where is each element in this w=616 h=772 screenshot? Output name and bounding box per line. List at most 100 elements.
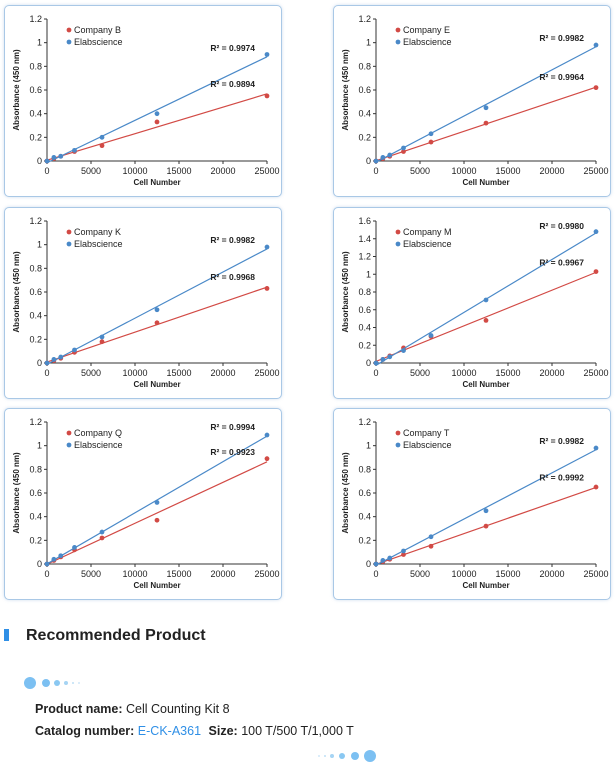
- chart-panel-company-m: 0 0.2 0.4 0.6 0.8 1 1.2 1.4 1.6 0 5000 10000 15000 20…: [333, 207, 611, 399]
- y-tick-label: 0.6: [358, 85, 371, 95]
- r-squared-competitor: R² = 0.9964: [539, 72, 584, 82]
- y-tick-label: 0: [366, 559, 371, 569]
- catalog-number-label: Catalog number:: [35, 724, 135, 738]
- section-accent-bar: [4, 629, 9, 641]
- r-squared-elabscience: R² = 0.9974: [210, 43, 255, 53]
- catalog-number-link[interactable]: E-CK-A361: [137, 724, 202, 738]
- y-tick-label: 1: [37, 240, 42, 250]
- y-tick-label: 1.2: [358, 252, 371, 262]
- y-tick-label: 0.6: [29, 287, 42, 297]
- y-tick-label: 0.4: [29, 311, 42, 321]
- r-squared-elabscience: R² = 0.9982: [539, 436, 584, 446]
- y-tick-label: 1.6: [358, 216, 371, 226]
- product-name-line: Product name: Cell Counting Kit 8: [35, 702, 230, 716]
- x-tick-label: 20000: [539, 368, 564, 378]
- x-tick-label: 25000: [254, 166, 279, 176]
- data-point-elabscience: [51, 357, 57, 362]
- trendline-competitor: [46, 461, 268, 565]
- legend-marker: [66, 229, 72, 235]
- data-point-elabscience: [387, 354, 393, 360]
- legend-marker: [395, 229, 401, 235]
- y-tick-label: 1.4: [358, 234, 371, 244]
- r-squared-competitor: R² = 0.9967: [539, 257, 584, 267]
- catalog-line: Catalog number: E-CK-A361 Size: 100 T/50…: [35, 724, 354, 738]
- y-tick-label: 1: [37, 441, 42, 451]
- y-tick-label: 0.2: [29, 132, 42, 142]
- x-tick-label: 15000: [495, 166, 520, 176]
- data-point-elabscience: [380, 155, 386, 160]
- x-tick-label: 20000: [210, 166, 235, 176]
- x-tick-label: 0: [373, 368, 378, 378]
- decorative-dots-left: [24, 676, 94, 692]
- data-point-elabscience: [380, 357, 386, 362]
- y-tick-label: 0: [366, 358, 371, 368]
- chart-company-q: 0 0.2 0.4 0.6 0.8 1 1.2 0 5000 10000 15000 20000 250…: [12, 417, 280, 590]
- r-squared-competitor: R² = 0.9968: [210, 272, 255, 282]
- legend-label: Elabscience: [74, 440, 123, 450]
- data-point-competitor: [154, 320, 160, 326]
- data-point-elabscience: [401, 348, 406, 353]
- y-tick-label: 1: [366, 38, 371, 48]
- data-point-elabscience: [380, 558, 386, 563]
- x-tick-label: 0: [373, 166, 378, 176]
- x-tick-label: 15000: [166, 368, 191, 378]
- r-squared-elabscience: R² = 0.9982: [539, 33, 584, 43]
- y-tick-label: 0.2: [29, 535, 42, 545]
- x-tick-label: 5000: [81, 166, 101, 176]
- x-axis-title: Cell Number: [462, 380, 509, 389]
- data-point-elabscience: [428, 333, 434, 338]
- data-point-elabscience: [44, 158, 50, 164]
- data-point-competitor: [428, 139, 434, 145]
- trendline-elabscience: [46, 56, 268, 164]
- x-tick-label: 10000: [122, 368, 147, 378]
- recommended-title: Recommended Product: [26, 627, 206, 644]
- chart-company-b: 0 0.2 0.4 0.6 0.8 1 1.2 0 5000 10000 15000 20000 250…: [12, 14, 280, 187]
- y-tick-label: 0.8: [358, 287, 371, 297]
- data-point-competitor: [483, 120, 489, 126]
- x-tick-label: 15000: [495, 368, 520, 378]
- data-point-elabscience: [99, 529, 105, 535]
- y-tick-label: 1.2: [358, 14, 371, 24]
- legend-label: Company T: [403, 428, 450, 438]
- trendline-elabscience: [46, 435, 268, 565]
- chart-panel-company-e: 0 0.2 0.4 0.6 0.8 1 1.2 0 5000 10000 15000 20000 250…: [333, 5, 611, 197]
- y-tick-label: 0.6: [29, 488, 42, 498]
- legend-label: Elabscience: [403, 440, 452, 450]
- y-tick-label: 0.6: [358, 305, 371, 315]
- trendline-competitor: [46, 93, 268, 161]
- legend-label: Company M: [403, 227, 452, 237]
- data-point-elabscience: [387, 555, 393, 561]
- trendline-elabscience: [46, 248, 268, 365]
- y-tick-label: 0: [366, 156, 371, 166]
- data-point-elabscience: [428, 534, 434, 540]
- data-point-elabscience: [44, 561, 50, 567]
- data-point-competitor: [264, 93, 270, 99]
- legend-marker: [395, 430, 401, 436]
- y-tick-label: 1: [37, 38, 42, 48]
- data-point-elabscience: [51, 556, 57, 562]
- legend-label: Company E: [403, 25, 450, 35]
- x-tick-label: 25000: [583, 569, 608, 579]
- y-tick-label: 0.6: [358, 488, 371, 498]
- x-tick-label: 0: [44, 368, 49, 378]
- x-tick-label: 0: [44, 569, 49, 579]
- trendline-competitor: [375, 271, 597, 362]
- legend-marker: [66, 241, 72, 247]
- chart-panel-company-b: 0 0.2 0.4 0.6 0.8 1 1.2 0 5000 10000 15000 20000 250…: [4, 5, 282, 197]
- legend-label: Elabscience: [403, 239, 452, 249]
- y-axis-title: Absorbance (450 nm): [12, 452, 21, 534]
- r-squared-elabscience: R² = 0.9994: [210, 422, 255, 432]
- y-tick-label: 0.8: [358, 464, 371, 474]
- product-name-value: Cell Counting Kit 8: [126, 702, 230, 716]
- data-point-elabscience: [401, 145, 406, 151]
- x-tick-label: 0: [373, 569, 378, 579]
- y-tick-label: 0.6: [29, 85, 42, 95]
- data-point-elabscience: [44, 360, 50, 366]
- data-point-elabscience: [99, 134, 105, 140]
- legend-label: Company Q: [74, 428, 122, 438]
- data-point-elabscience: [593, 445, 599, 451]
- y-tick-label: 1: [366, 441, 371, 451]
- chart-panel-company-q: 0 0.2 0.4 0.6 0.8 1 1.2 0 5000 10000 15000 20000 250…: [4, 408, 282, 600]
- data-point-competitor: [99, 143, 105, 149]
- y-tick-label: 0: [37, 358, 42, 368]
